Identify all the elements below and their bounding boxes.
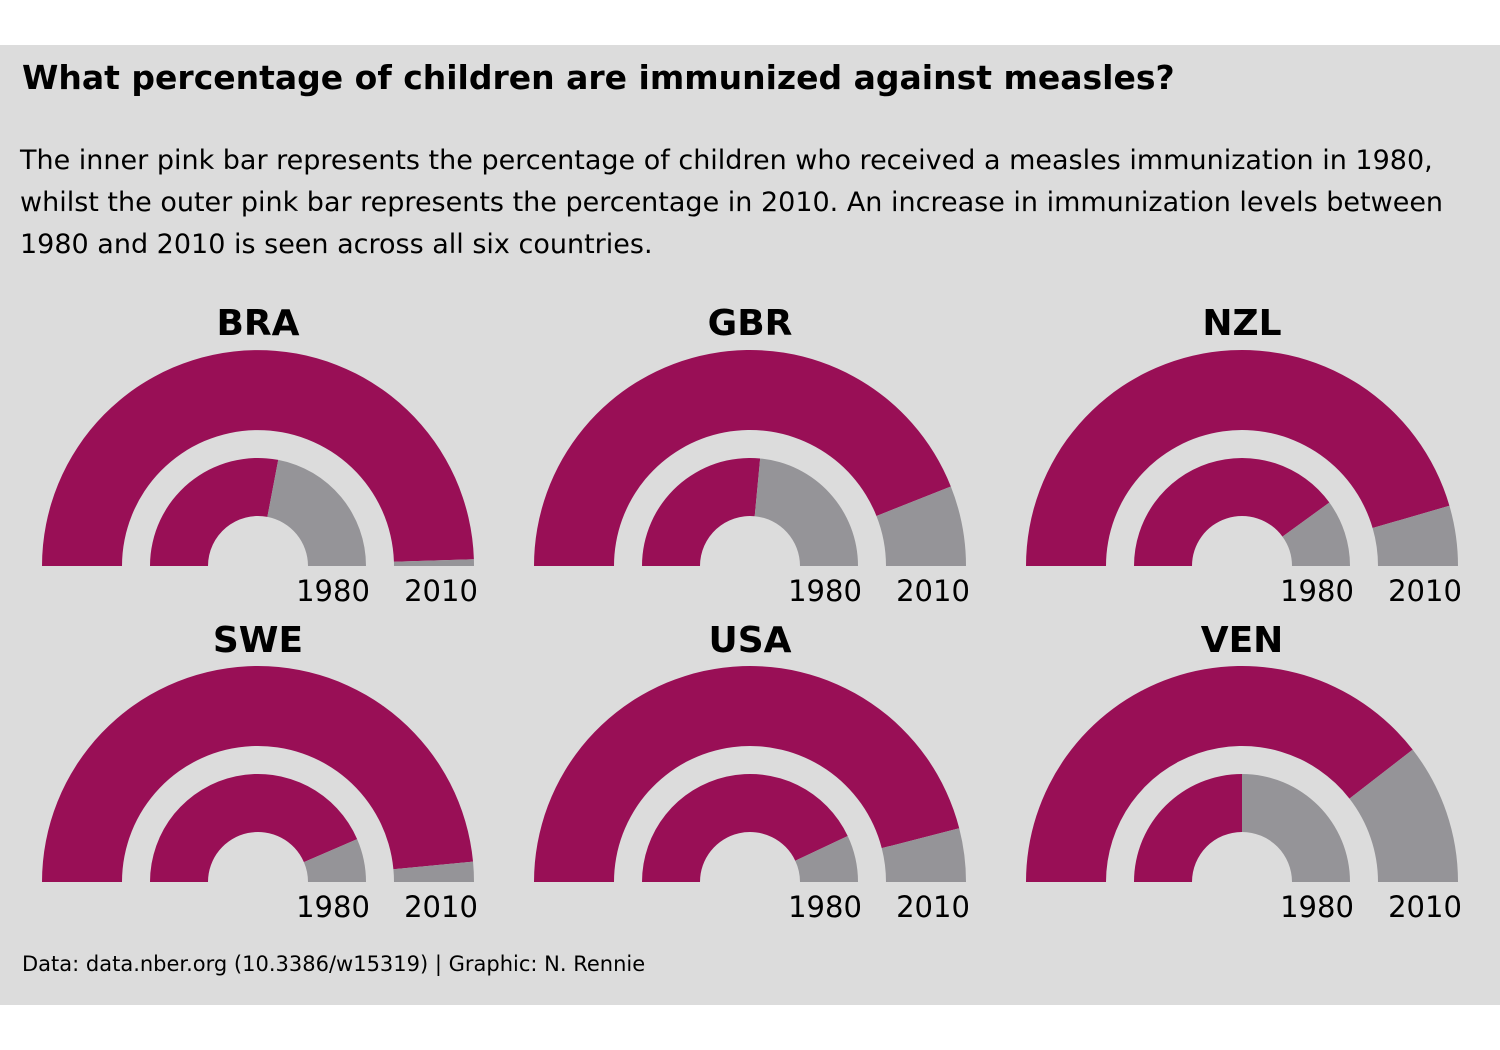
year-label-bra-2010: 2010 — [404, 574, 478, 608]
year-label-swe-2010: 2010 — [404, 890, 478, 924]
year-label-nzl-2010: 2010 — [1388, 574, 1462, 608]
remainder-arc-bra-1980 — [267, 459, 366, 566]
year-label-usa-2010: 2010 — [896, 890, 970, 924]
immunized-arc-nzl-1980 — [1134, 458, 1330, 566]
year-label-nzl-1980: 1980 — [1280, 574, 1354, 608]
remainder-arc-swe-2010 — [393, 861, 474, 882]
remainder-arc-usa-2010 — [881, 828, 966, 882]
panel-title-bra: BRA — [216, 303, 299, 344]
immunized-arc-swe-2010 — [42, 666, 474, 882]
gauge-panel-nzl: NZL 1980 2010 — [1026, 303, 1462, 608]
remainder-arc-usa-1980 — [795, 836, 858, 882]
chart-background — [0, 45, 1500, 1005]
chart-caption: Data: data.nber.org (10.3386/w15319) | G… — [22, 952, 646, 976]
immunized-arc-usa-2010 — [534, 666, 960, 882]
gauge-panel-gbr: GBR 1980 2010 — [534, 303, 970, 608]
remainder-arc-ven-1980 — [1242, 774, 1350, 882]
gauge-panel-bra: BRA 1980 2010 — [42, 303, 478, 608]
immunized-arc-swe-1980 — [150, 773, 358, 882]
year-label-gbr-2010: 2010 — [896, 574, 970, 608]
panel-title-ven: VEN — [1201, 620, 1284, 661]
immunized-arc-gbr-2010 — [534, 350, 951, 566]
remainder-arc-swe-1980 — [303, 839, 366, 882]
remainder-arc-ven-2010 — [1349, 749, 1458, 882]
year-label-bra-1980: 1980 — [296, 574, 370, 608]
gauge-panel-usa: USA 1980 2010 — [534, 620, 970, 924]
remainder-arc-bra-2010 — [393, 559, 474, 566]
panel-title-swe: SWE — [213, 620, 303, 661]
immunized-arc-gbr-1980 — [642, 458, 761, 566]
immunized-arc-usa-1980 — [642, 774, 848, 882]
year-label-ven-2010: 2010 — [1388, 890, 1462, 924]
remainder-arc-nzl-2010 — [1372, 505, 1458, 566]
panel-title-gbr: GBR — [708, 303, 793, 344]
immunized-arc-nzl-2010 — [1026, 350, 1450, 566]
chart-title: What percentage of children are immunize… — [22, 58, 1175, 97]
remainder-arc-nzl-1980 — [1282, 502, 1350, 566]
gauge-panel-ven: VEN 1980 2010 — [1026, 620, 1462, 924]
gauge-panel-swe: SWE 1980 2010 — [42, 620, 478, 924]
immunized-arc-bra-2010 — [42, 350, 474, 566]
immunized-arc-ven-1980 — [1134, 774, 1242, 882]
remainder-arc-gbr-1980 — [754, 458, 858, 566]
panel-title-nzl: NZL — [1202, 303, 1281, 344]
year-label-ven-1980: 1980 — [1280, 890, 1354, 924]
year-label-usa-1980: 1980 — [788, 890, 862, 924]
year-label-swe-1980: 1980 — [296, 890, 370, 924]
remainder-arc-gbr-2010 — [876, 486, 966, 566]
chart-subtitle: The inner pink bar represents the percen… — [20, 145, 1444, 260]
year-label-gbr-1980: 1980 — [788, 574, 862, 608]
immunized-arc-ven-2010 — [1026, 666, 1413, 882]
immunized-arc-bra-1980 — [150, 457, 279, 566]
panel-title-usa: USA — [708, 620, 791, 661]
